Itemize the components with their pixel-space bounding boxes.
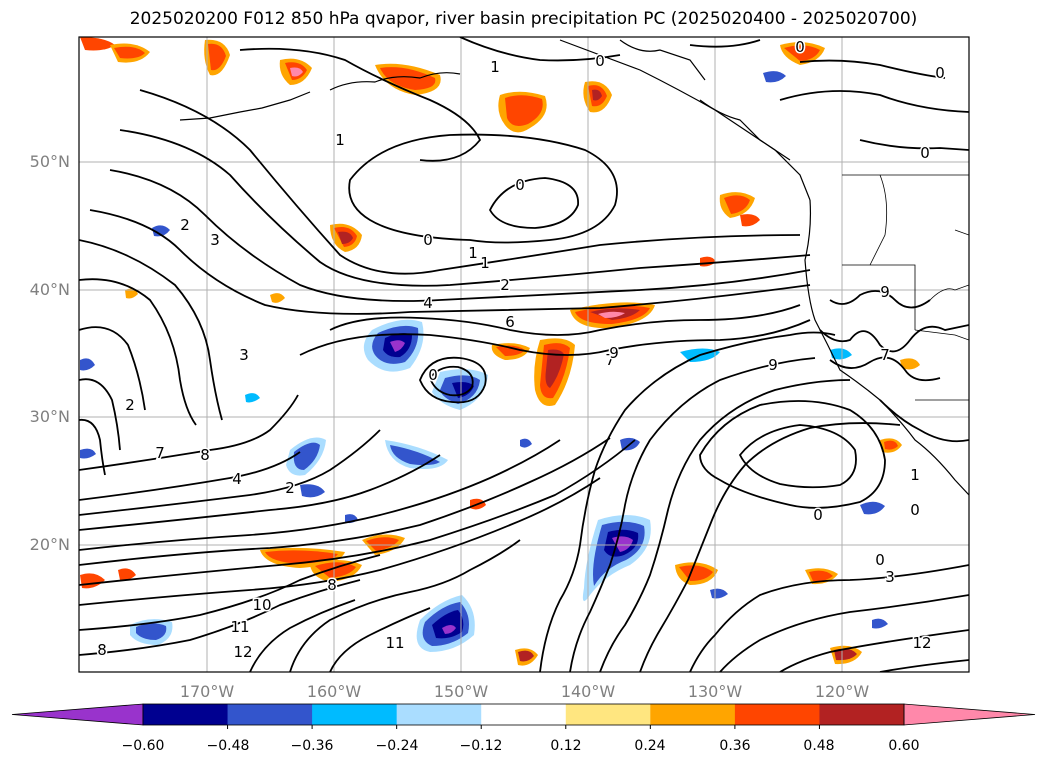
contour-label: 7 [155, 444, 165, 462]
contour-label: 12 [233, 643, 252, 661]
map-title: 2025020200 F012 850 hPa qvapor, river ba… [129, 9, 918, 29]
contour-label: 0 [910, 501, 920, 519]
colorbar-bin [734, 704, 820, 725]
contour-label: 1 [335, 131, 345, 149]
contour-label: 11 [385, 634, 404, 652]
contour-label: 8 [327, 576, 337, 594]
contour-label: 1 [480, 254, 490, 272]
lat-label-30n: 30°N [29, 407, 70, 426]
contour-label: 1 [490, 58, 500, 76]
contour-label: 0 [935, 64, 945, 82]
lon-label-170w: 170°W [179, 682, 235, 701]
contour-label: 3 [885, 568, 895, 586]
contour-label: 1 [910, 466, 920, 484]
contour-label: 8 [200, 446, 210, 464]
colorbar-tick-label: −0.24 [375, 738, 419, 754]
colorbar-tick-label: 0.24 [634, 738, 666, 754]
colorbar-extend-min [11, 703, 144, 726]
colorbar-border [142, 703, 905, 726]
contour-label: 9 [880, 283, 890, 301]
contour-label: 8 [97, 641, 107, 659]
contour-label: 0 [428, 366, 438, 384]
contour-label: 0 [795, 38, 805, 56]
contour-label: 3 [210, 231, 220, 249]
coastlines [179, 39, 969, 496]
colorbar-tick-label: 0.36 [719, 738, 751, 754]
contour-label: 7 [605, 351, 615, 369]
lon-label-160w: 160°W [306, 682, 362, 701]
colorbar-bin [312, 704, 398, 725]
contour-label: 11 [230, 618, 249, 636]
contour-label: 4 [232, 470, 242, 488]
colorbar-bin [481, 704, 567, 725]
colorbar-bin [650, 704, 736, 725]
lon-label-130w: 130°W [687, 682, 743, 701]
contour-label: 6 [505, 313, 515, 331]
map-border [78, 36, 970, 673]
qvapor-contours [79, 37, 969, 672]
colorbar-tick-label: 0.48 [803, 738, 835, 754]
contour-label: 7 [880, 346, 890, 364]
contour-label: 2 [180, 216, 190, 234]
contour-label: 2 [125, 396, 135, 414]
colorbar-tick-label: −0.48 [206, 738, 250, 754]
colorbar-tick-label: −0.60 [121, 738, 165, 754]
colorbar-bin [565, 704, 651, 725]
colorbar-bin [396, 704, 482, 725]
colorbar-bin [227, 704, 313, 725]
colorbar-tick-label: 0.60 [888, 738, 920, 754]
colorbar [11, 703, 1036, 729]
contour-label: 4 [423, 294, 433, 312]
colorbar-bin [143, 704, 229, 725]
colorbar-bin [819, 704, 905, 725]
contour-label: 0 [920, 144, 930, 162]
lon-label-140w: 140°W [560, 682, 616, 701]
lat-label-40n: 40°N [29, 280, 70, 299]
colorbar-tick-label: −0.36 [290, 738, 334, 754]
contour-label: 10 [252, 596, 271, 614]
contour-label: 0 [423, 231, 433, 249]
contour-label: 1 [468, 244, 478, 262]
colorbar-extend-max [903, 703, 1036, 726]
contour-label: 2 [285, 479, 295, 497]
contour-label: 9 [609, 344, 619, 362]
contour-label: 2 [500, 276, 510, 294]
contour-label: 3 [239, 346, 249, 364]
colorbar-tick-label: −0.12 [459, 738, 503, 754]
contour-label: 9 [768, 356, 778, 374]
colorbar-tick-label: 0.12 [550, 738, 582, 754]
lat-label-20n: 20°N [29, 535, 70, 554]
contour-label: 0 [813, 506, 823, 524]
contour-label: 12 [912, 634, 931, 652]
lon-label-120w: 120°W [814, 682, 870, 701]
contour-label: 0 [595, 52, 605, 70]
contour-label: 0 [875, 551, 885, 569]
contour-label: 0 [515, 176, 525, 194]
lat-label-50n: 50°N [29, 152, 70, 171]
lon-label-150w: 150°W [433, 682, 489, 701]
